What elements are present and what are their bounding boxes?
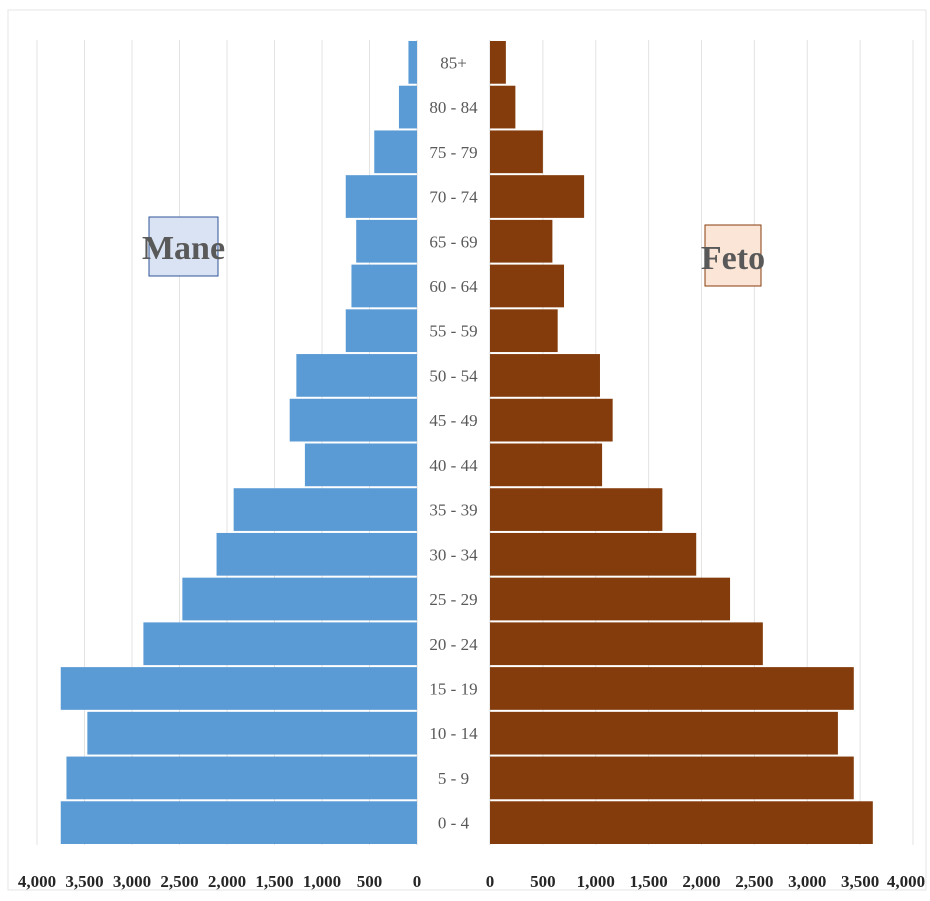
bar-mane-25-29	[182, 577, 417, 621]
bar-feto-15-19	[490, 667, 854, 710]
bar-mane-30-34	[216, 532, 417, 576]
age-group-label: 70 - 74	[429, 188, 478, 207]
bar-feto-80-84	[490, 85, 516, 129]
bar-mane-45-49	[289, 398, 417, 442]
left-tick-label: 2,500	[160, 872, 198, 891]
legend-feto: Feto	[701, 224, 765, 287]
bar-mane-55-59	[345, 309, 417, 353]
bar-mane-5-9	[66, 756, 417, 800]
bar-feto-35-39	[490, 488, 663, 531]
bar-mane-10-14	[87, 711, 417, 755]
bar-feto-85+	[490, 41, 506, 84]
bar-feto-70-74	[490, 175, 585, 218]
bar-mane-50-54	[296, 354, 417, 397]
mane-bars	[60, 41, 417, 844]
age-group-label: 60 - 64	[429, 277, 478, 296]
age-group-label: 65 - 69	[429, 232, 477, 251]
chart-frame	[7, 9, 927, 891]
age-group-label: 85+	[440, 53, 467, 72]
age-group-label: 5 - 9	[438, 769, 469, 788]
bar-mane-75-79	[374, 130, 417, 174]
right-tick-labels: 0 500 1,000 1,500 2,000 2,500 3,000 3,500 4,000	[486, 872, 925, 891]
left-tick-label: 2,000	[208, 872, 246, 891]
bar-mane-40-44	[304, 443, 417, 487]
age-group-label: 25 - 29	[429, 590, 477, 609]
age-group-label: 30 - 34	[429, 545, 478, 564]
bar-feto-75-79	[490, 130, 543, 174]
age-group-label: 20 - 24	[429, 635, 478, 654]
bar-feto-5-9	[490, 756, 854, 800]
bar-feto-0-4	[490, 801, 873, 844]
bar-mane-60-64	[351, 264, 417, 308]
right-tick-label: 1,000	[577, 872, 615, 891]
bar-feto-40-44	[490, 443, 603, 487]
legend-mane: Mane	[142, 216, 225, 277]
bar-feto-10-14	[490, 711, 838, 755]
left-tick-label: 1,500	[255, 872, 293, 891]
age-group-label: 75 - 79	[429, 143, 477, 162]
bar-feto-55-59	[490, 309, 558, 353]
bar-feto-20-24	[490, 622, 763, 666]
right-tick-label: 4,000	[887, 872, 925, 891]
legend-feto-box	[704, 224, 762, 287]
left-tick-label: 3,500	[65, 872, 103, 891]
left-tick-label: 500	[357, 872, 383, 891]
age-group-labels: 0 - 4 5 - 9 10 - 14 15 - 19 20 - 24 25 - 29 30…	[429, 53, 478, 832]
right-tick-label: 3,000	[788, 872, 826, 891]
bar-mane-20-24	[143, 622, 417, 666]
bar-feto-30-34	[490, 532, 697, 576]
right-tick-label: 500	[530, 872, 556, 891]
age-group-label: 45 - 49	[429, 411, 477, 430]
bar-feto-45-49	[490, 398, 613, 442]
legend-mane-box	[148, 216, 219, 277]
bar-mane-35-39	[233, 488, 417, 531]
right-tick-label: 3,500	[841, 872, 879, 891]
right-tick-label: 2,500	[735, 872, 773, 891]
age-group-label: 55 - 59	[429, 322, 477, 341]
legend-feto-label: Feto	[701, 240, 765, 277]
bar-feto-25-29	[490, 577, 731, 621]
bar-mane-85+	[408, 41, 417, 84]
bar-mane-80-84	[398, 85, 417, 129]
age-group-label: 10 - 14	[429, 724, 478, 743]
bar-feto-50-54	[490, 354, 600, 397]
right-tick-label: 2,000	[682, 872, 720, 891]
bar-feto-65-69	[490, 219, 553, 263]
age-group-label: 35 - 39	[429, 501, 477, 520]
age-group-label: 80 - 84	[429, 98, 478, 117]
right-tick-label: 1,500	[630, 872, 668, 891]
age-group-label: 50 - 54	[429, 366, 478, 385]
feto-bars	[490, 41, 873, 844]
bar-mane-65-69	[356, 219, 417, 263]
left-tick-label: 0	[413, 872, 422, 891]
age-group-label: 15 - 19	[429, 679, 477, 698]
right-tick-label: 0	[486, 872, 495, 891]
left-tick-label: 3,000	[113, 872, 151, 891]
left-tick-label: 4,000	[18, 872, 56, 891]
bar-mane-0-4	[60, 801, 417, 844]
bar-feto-60-64	[490, 264, 565, 308]
left-tick-labels: 4,000 3,500 3,000 2,500 2,000 1,500 1,000 500 0	[18, 872, 421, 891]
bar-mane-70-74	[345, 175, 417, 218]
legend-mane-label: Mane	[142, 230, 225, 267]
age-group-label: 0 - 4	[438, 814, 470, 833]
left-tick-label: 1,000	[303, 872, 341, 891]
age-group-label: 40 - 44	[429, 456, 478, 475]
bar-mane-15-19	[60, 667, 417, 710]
